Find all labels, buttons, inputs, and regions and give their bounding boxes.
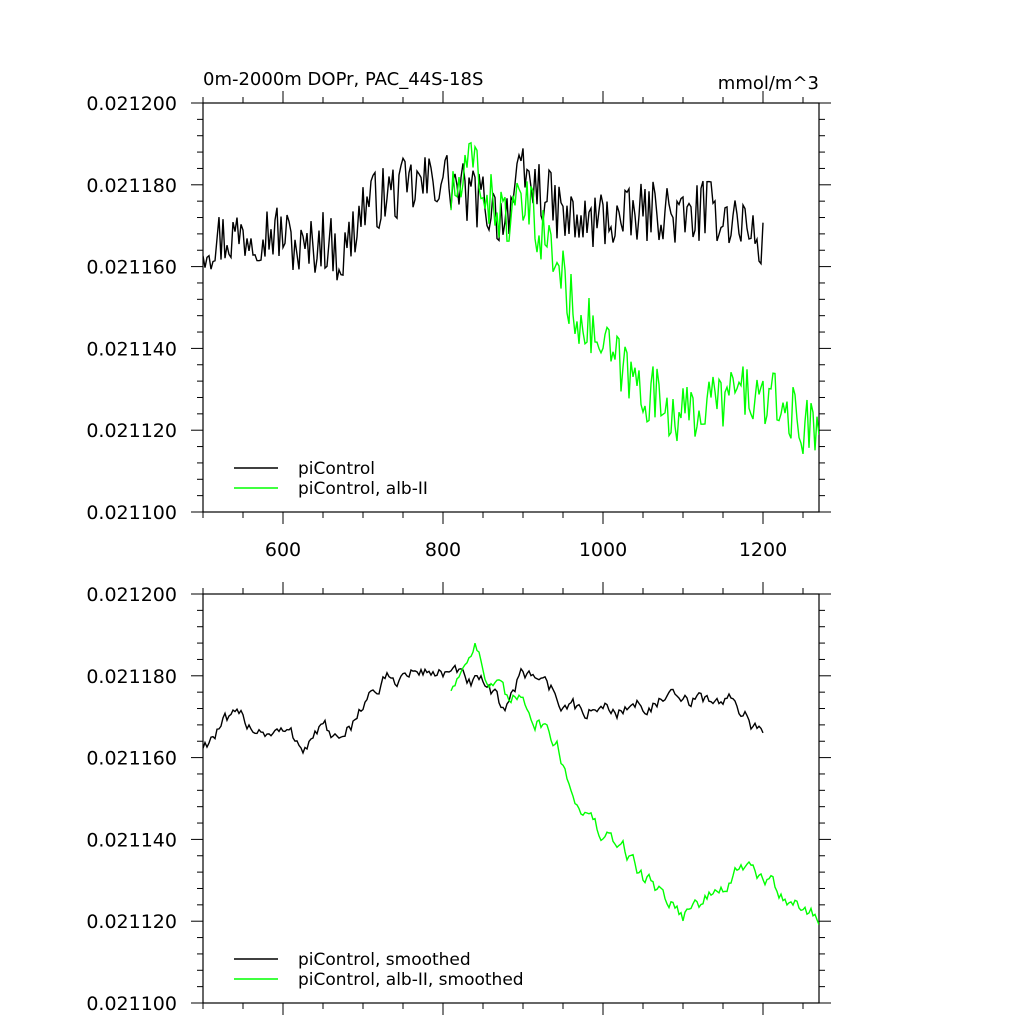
y-tick-label: 0.021180	[86, 666, 177, 688]
x-tick-label: 800	[425, 539, 461, 561]
chart-title: 0m-2000m DOPr, PAC_44S-18S	[203, 69, 483, 90]
y-tick-label: 0.021120	[86, 420, 177, 442]
series-line-picontrol	[203, 148, 764, 281]
units-label: mmol/m^3	[718, 73, 819, 94]
y-tick-label: 0.021100	[86, 993, 177, 1015]
plot-frame	[202, 593, 820, 1004]
y-tick-label: 0.021120	[86, 911, 177, 933]
y-tick-label: 0.021100	[86, 502, 177, 524]
y-tick-label: 0.021140	[86, 338, 177, 360]
series-line-alb-ii	[450, 141, 819, 455]
legend-label: piControl, alb-II, smoothed	[298, 970, 524, 990]
y-tick-label: 0.021160	[86, 257, 177, 279]
legend-label: piControl	[298, 459, 375, 479]
y-tick-label: 0.021200	[86, 93, 177, 115]
series-line-picontrol	[203, 664, 764, 755]
y-tick-label: 0.021160	[86, 748, 177, 770]
plot-frame	[202, 102, 820, 513]
x-tick-label: 1000	[579, 539, 627, 561]
legend-label: piControl, alb-II	[298, 479, 428, 499]
legend-label: piControl, smoothed	[298, 950, 471, 970]
y-tick-label: 0.021200	[86, 584, 177, 606]
y-tick-label: 0.021180	[86, 175, 177, 197]
series-line-alb-ii	[450, 643, 819, 925]
x-tick-label: 600	[265, 539, 301, 561]
y-tick-label: 0.021140	[86, 829, 177, 851]
bottom-panel: 0.021100 0.021120 0.021140 0.021160 0.021180…	[86, 582, 831, 1015]
top-panel: 0.021100 0.021120 0.021140 0.021160 0.021180…	[86, 69, 831, 561]
x-tick-label: 1200	[739, 539, 787, 561]
